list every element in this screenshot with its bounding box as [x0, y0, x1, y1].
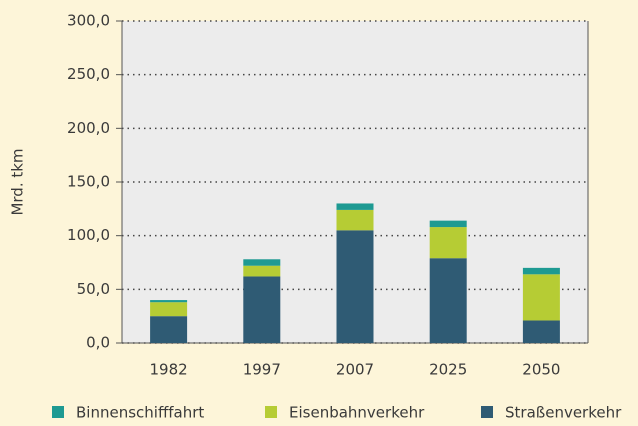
legend-label: Binnenschifffahrt [76, 404, 204, 422]
y-tick-label: 100,0 [67, 226, 110, 244]
bar-segment [522, 274, 560, 321]
bar-segment [150, 302, 188, 317]
bar-segment [336, 203, 374, 210]
bar-segment [243, 276, 281, 343]
bar-segment [522, 320, 560, 343]
legend-swatch [481, 406, 493, 418]
legend-swatch [52, 406, 64, 418]
y-tick-label: 200,0 [67, 119, 110, 137]
y-tick-label: 150,0 [67, 173, 110, 191]
bar-segment [150, 300, 188, 303]
x-tick-label: 2025 [429, 361, 467, 379]
bar-segment [150, 316, 188, 343]
bar-segment [243, 259, 281, 266]
bar-segment [429, 220, 467, 228]
y-tick-label: 0,0 [86, 334, 110, 352]
y-tick-label: 50,0 [77, 280, 110, 298]
x-tick-label: 2007 [336, 361, 374, 379]
legend-swatch [265, 406, 277, 418]
bar-segment [522, 267, 560, 275]
y-tick-label: 250,0 [67, 65, 110, 83]
legend-label: Eisenbahnverkehr [289, 404, 425, 422]
bar-segment [429, 258, 467, 343]
bar-segment [336, 209, 374, 231]
x-tick-label: 1982 [150, 361, 188, 379]
legend-label: Straßenverkehr [505, 404, 622, 422]
x-tick-label: 2050 [522, 361, 560, 379]
bar-segment [336, 230, 374, 343]
bar-segment [429, 227, 467, 259]
x-tick-label: 1997 [243, 361, 281, 379]
y-tick-label: 300,0 [67, 12, 110, 30]
bar-segment [243, 265, 281, 277]
y-axis-label: Mrd. tkm [9, 148, 27, 215]
